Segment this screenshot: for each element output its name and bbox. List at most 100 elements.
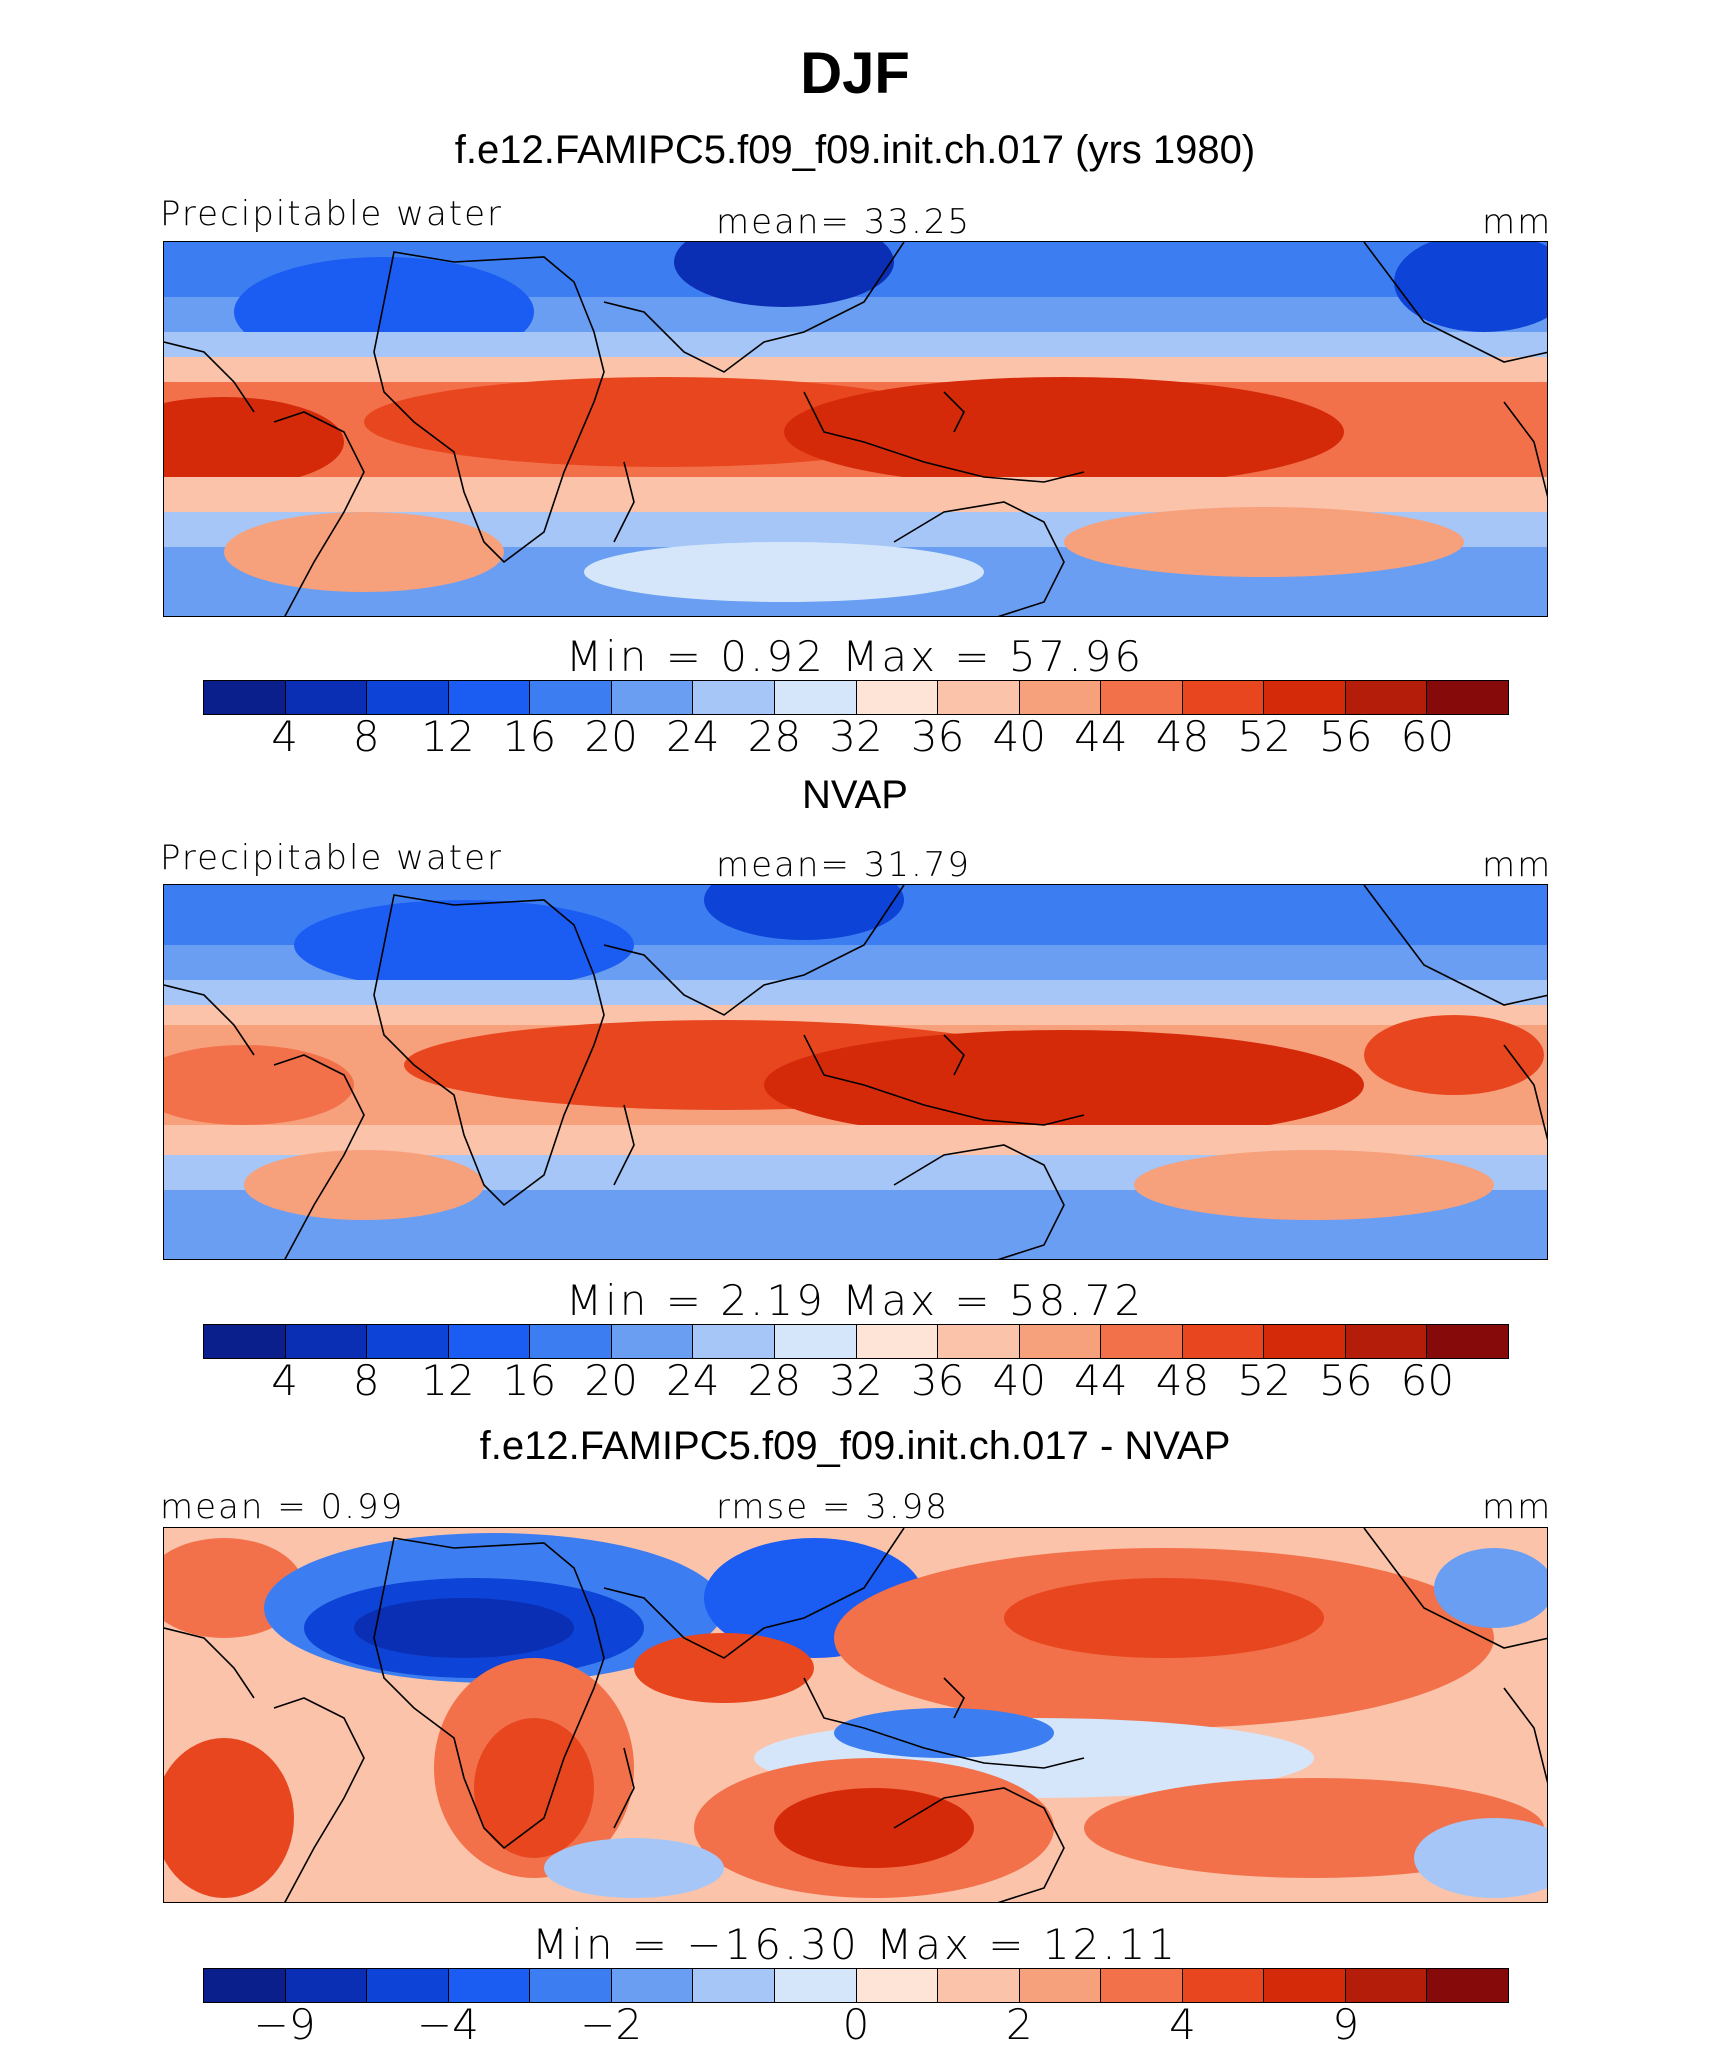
panel-3-title: f.e12.FAMIPC5.f09_f09.init.ch.017 - NVAP [479, 1424, 1231, 1468]
panel-3-map [163, 1527, 1548, 1903]
panel-3-units-label: mm [1482, 1487, 1553, 1527]
panel-1-tick-label: 12 [421, 712, 475, 761]
colorbar-3-box-13 [1264, 1969, 1346, 2002]
panel-3-tick-label: −4 [416, 2000, 479, 2049]
colorbar-3-box-10 [1019, 1969, 1102, 2002]
panel-2-variable-label: Precipitable water [160, 838, 504, 878]
panel-3-tick-label: −2 [580, 2000, 643, 2049]
panel-3-field [164, 1528, 1547, 1902]
panel-2-tick-label: 48 [1155, 1356, 1210, 1405]
panel-2-tick-label: 16 [502, 1356, 557, 1405]
panel-2-coastlines [164, 885, 1547, 1259]
colorbar-2-box-3 [448, 1325, 531, 1358]
colorbar-1-box-8 [856, 681, 939, 714]
panel-1-tick-label: 56 [1319, 712, 1373, 761]
colorbar-1-box-0 [204, 681, 286, 714]
panel-1-coastlines [164, 242, 1547, 616]
colorbar-3-box-11 [1101, 1969, 1183, 2002]
colorbar-2-box-15 [1427, 1325, 1508, 1358]
colorbar-1-box-3 [448, 681, 531, 714]
colorbar-1-box-13 [1264, 681, 1346, 714]
panel-3-tick-label: 9 [1332, 2000, 1360, 2049]
panel-2-tick-label: 40 [992, 1356, 1046, 1405]
panel-1-mean-label: mean= 33.25 [716, 202, 972, 242]
colorbar-3-box-3 [448, 1969, 531, 2002]
colorbar-3-box-5 [611, 1969, 694, 2002]
colorbar-3-box-4 [530, 1969, 612, 2002]
panel-2-map [163, 884, 1548, 1260]
panel-1-tick-label: 20 [584, 712, 638, 761]
panel-2-tick-label: 44 [1074, 1356, 1128, 1405]
colorbar-2-box-4 [530, 1325, 612, 1358]
panel-2-units-label: mm [1482, 845, 1553, 885]
panel-2-tick-label: 36 [910, 1356, 965, 1405]
panel-1-tick-label: 40 [992, 712, 1046, 761]
panel-2-tick-label: 4 [271, 1356, 298, 1405]
colorbar-3-box-14 [1345, 1969, 1428, 2002]
colorbar-2-box-11 [1101, 1325, 1183, 1358]
colorbar-2-box-7 [774, 1325, 857, 1358]
main-title: DJF [800, 41, 910, 106]
panel-1-title: f.e12.FAMIPC5.f09_f09.init.ch.017 (yrs 1… [454, 128, 1256, 172]
panel-1-tick-label: 8 [352, 712, 380, 761]
colorbar-3-box-12 [1182, 1969, 1265, 2002]
panel-1-field [164, 242, 1547, 616]
panel-1-units-label: mm [1482, 202, 1553, 242]
panel-2-min-max: Min = 2.19 Max = 58.72 [565, 1276, 1145, 1325]
panel-1-tick-label: 32 [829, 712, 883, 761]
colorbar-2-box-2 [367, 1325, 449, 1358]
panel-2-colorbar [203, 1324, 1509, 1359]
colorbar-3-box-0 [204, 1969, 286, 2002]
colorbar-1-box-6 [693, 681, 775, 714]
panel-1-tick-label: 48 [1155, 712, 1210, 761]
panel-3-coastlines [164, 1528, 1547, 1902]
panel-1-tick-label: 52 [1237, 712, 1291, 761]
colorbar-1-box-14 [1345, 681, 1428, 714]
panel-2-tick-label: 24 [666, 1356, 720, 1405]
colorbar-1-box-2 [367, 681, 449, 714]
panel-1-colorbar [203, 680, 1509, 715]
colorbar-3-box-1 [285, 1969, 368, 2002]
panel-1-tick-label: 4 [271, 712, 298, 761]
panel-2-tick-label: 60 [1400, 1356, 1455, 1405]
panel-2-title: NVAP [802, 773, 908, 817]
panel-3-mean-label: mean = 0.99 [160, 1487, 405, 1527]
panel-1-tick-label: 60 [1400, 712, 1455, 761]
panel-3-tick-label: −9 [253, 2000, 316, 2049]
colorbar-2-box-12 [1182, 1325, 1265, 1358]
colorbar-1-box-4 [530, 681, 612, 714]
panel-1-map [163, 241, 1548, 617]
colorbar-2-box-14 [1345, 1325, 1428, 1358]
panel-1-tick-label: 16 [502, 712, 557, 761]
panel-2-mean-label: mean= 31.79 [716, 845, 972, 885]
panel-3-colorbar [203, 1968, 1509, 2003]
colorbar-3-box-8 [856, 1969, 939, 2002]
panel-1-tick-label: 36 [910, 712, 965, 761]
colorbar-1-box-15 [1427, 681, 1508, 714]
colorbar-3-box-6 [693, 1969, 775, 2002]
colorbar-1-box-5 [611, 681, 694, 714]
panel-2-field [164, 885, 1547, 1259]
panel-2-tick-label: 56 [1319, 1356, 1373, 1405]
colorbar-2-box-5 [611, 1325, 694, 1358]
panel-3-tick-label: 4 [1169, 2000, 1196, 2049]
panel-1-tick-label: 28 [747, 712, 802, 761]
colorbar-1-box-7 [774, 681, 857, 714]
panel-2-tick-label: 52 [1237, 1356, 1291, 1405]
colorbar-3-box-9 [938, 1969, 1020, 2002]
panel-1-variable-label: Precipitable water [160, 194, 504, 234]
colorbar-3-box-7 [774, 1969, 857, 2002]
colorbar-1-box-11 [1101, 681, 1183, 714]
colorbar-1-box-10 [1019, 681, 1102, 714]
panel-2-tick-label: 12 [421, 1356, 475, 1405]
colorbar-2-box-10 [1019, 1325, 1102, 1358]
colorbar-3-box-2 [367, 1969, 449, 2002]
colorbar-2-box-6 [693, 1325, 775, 1358]
panel-2-tick-label: 8 [352, 1356, 380, 1405]
colorbar-1-box-9 [938, 681, 1020, 714]
panel-2-tick-label: 20 [584, 1356, 638, 1405]
colorbar-2-box-1 [285, 1325, 368, 1358]
panel-2-tick-label: 32 [829, 1356, 883, 1405]
colorbar-2-box-8 [856, 1325, 939, 1358]
panel-3-min-max: Min = −16.30 Max = 12.11 [531, 1920, 1179, 1969]
